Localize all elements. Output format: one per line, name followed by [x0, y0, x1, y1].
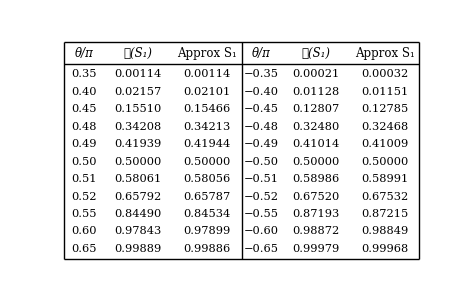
Text: −0.35: −0.35 [244, 69, 279, 79]
Text: 0.84490: 0.84490 [115, 209, 162, 219]
Text: 0.87215: 0.87215 [361, 209, 408, 219]
Text: 0.99968: 0.99968 [361, 244, 408, 254]
Text: 0.41944: 0.41944 [184, 139, 231, 149]
Text: 0.02101: 0.02101 [184, 87, 231, 97]
Text: 0.99979: 0.99979 [292, 244, 339, 254]
Text: 0.50: 0.50 [71, 157, 97, 167]
Text: 0.98872: 0.98872 [292, 226, 339, 237]
Text: 0.97843: 0.97843 [115, 226, 162, 237]
Text: 0.51: 0.51 [71, 174, 97, 184]
Text: 0.50000: 0.50000 [361, 157, 408, 167]
Text: 0.48: 0.48 [71, 122, 97, 132]
Text: −0.55: −0.55 [244, 209, 279, 219]
Text: −0.52: −0.52 [244, 192, 279, 202]
Text: 0.00032: 0.00032 [361, 69, 408, 79]
Text: 0.58991: 0.58991 [361, 174, 408, 184]
Text: 0.02157: 0.02157 [115, 87, 162, 97]
Text: −0.60: −0.60 [244, 226, 279, 237]
Text: 0.41009: 0.41009 [361, 139, 408, 149]
Text: 0.97899: 0.97899 [184, 226, 231, 237]
Text: ℜ(S₁): ℜ(S₁) [124, 47, 152, 60]
Text: 0.00114: 0.00114 [184, 69, 231, 79]
Text: −0.49: −0.49 [244, 139, 279, 149]
Text: −0.50: −0.50 [244, 157, 279, 167]
Text: 0.01128: 0.01128 [292, 87, 339, 97]
Text: 0.32480: 0.32480 [292, 122, 339, 132]
Text: 0.34208: 0.34208 [115, 122, 162, 132]
Text: 0.65: 0.65 [71, 244, 97, 254]
Text: 0.01151: 0.01151 [361, 87, 408, 97]
Text: −0.40: −0.40 [244, 87, 279, 97]
Text: θ/π: θ/π [75, 47, 93, 60]
Text: 0.41014: 0.41014 [292, 139, 339, 149]
Text: 0.41939: 0.41939 [115, 139, 162, 149]
Text: 0.32468: 0.32468 [361, 122, 408, 132]
Text: 0.50000: 0.50000 [292, 157, 339, 167]
Text: Approx S₁: Approx S₁ [355, 47, 414, 60]
Text: 0.87193: 0.87193 [292, 209, 339, 219]
Text: 0.12807: 0.12807 [292, 104, 339, 114]
Text: ℜ(S₁): ℜ(S₁) [301, 47, 330, 60]
Text: 0.50000: 0.50000 [115, 157, 162, 167]
Text: 0.40: 0.40 [71, 87, 97, 97]
Text: 0.00114: 0.00114 [115, 69, 162, 79]
Text: −0.48: −0.48 [244, 122, 279, 132]
Text: −0.51: −0.51 [244, 174, 279, 184]
Text: 0.00021: 0.00021 [292, 69, 339, 79]
Text: −0.45: −0.45 [244, 104, 279, 114]
Text: 0.98849: 0.98849 [361, 226, 408, 237]
Text: 0.12785: 0.12785 [361, 104, 408, 114]
Text: 0.58986: 0.58986 [292, 174, 339, 184]
Text: 0.15510: 0.15510 [115, 104, 162, 114]
Text: 0.99889: 0.99889 [115, 244, 162, 254]
Text: 0.49: 0.49 [71, 139, 97, 149]
Text: 0.34213: 0.34213 [184, 122, 231, 132]
Text: 0.65792: 0.65792 [115, 192, 162, 202]
Text: 0.65787: 0.65787 [184, 192, 231, 202]
Text: 0.84534: 0.84534 [184, 209, 231, 219]
Text: 0.50000: 0.50000 [184, 157, 231, 167]
Text: θ/π: θ/π [252, 47, 271, 60]
Text: 0.35: 0.35 [71, 69, 97, 79]
Text: 0.45: 0.45 [71, 104, 97, 114]
Text: 0.15466: 0.15466 [184, 104, 231, 114]
Text: 0.67520: 0.67520 [292, 192, 339, 202]
Text: 0.58056: 0.58056 [184, 174, 231, 184]
Text: 0.52: 0.52 [71, 192, 97, 202]
Text: Approx S₁: Approx S₁ [177, 47, 237, 60]
Text: 0.67532: 0.67532 [361, 192, 408, 202]
Text: 0.60: 0.60 [71, 226, 97, 237]
Text: 0.55: 0.55 [71, 209, 97, 219]
Text: −0.65: −0.65 [244, 244, 279, 254]
Text: 0.58061: 0.58061 [115, 174, 162, 184]
Text: 0.99886: 0.99886 [184, 244, 231, 254]
